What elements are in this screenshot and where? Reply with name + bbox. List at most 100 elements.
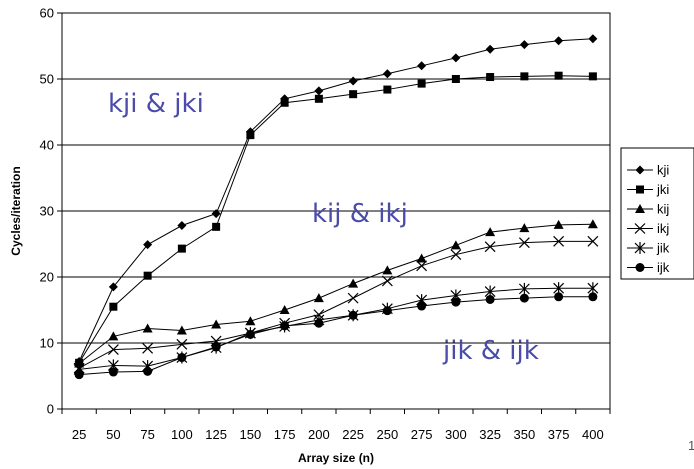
x-tick-label: 225	[342, 427, 364, 442]
legend-item-ikj: ikj	[627, 221, 669, 236]
data-point-kij	[382, 265, 393, 275]
data-point-jik	[587, 282, 599, 295]
legend-label: jki	[656, 182, 669, 197]
data-point-ikj	[518, 237, 530, 249]
y-tick-label: 50	[40, 72, 54, 87]
data-point-jki	[109, 302, 118, 311]
data-point-ijk	[417, 301, 427, 311]
data-point-ijk	[211, 342, 221, 352]
legend-marker-jik	[634, 242, 646, 254]
legend-item-jik: jik	[627, 241, 670, 256]
data-point-kji	[451, 53, 461, 63]
data-point-jik	[518, 282, 530, 295]
data-point-ijk	[554, 292, 564, 302]
data-point-kji	[108, 282, 118, 292]
data-point-ikj	[142, 342, 154, 354]
annotation-label: jik & ijk	[442, 336, 539, 366]
legend: kji jki kij ikj jik ijk	[627, 163, 670, 275]
legend-item-ijk: ijk	[627, 260, 670, 275]
data-point-kji	[314, 86, 324, 96]
series-jki	[75, 71, 597, 367]
data-point-jki	[417, 79, 426, 88]
legend-item-kji: kji	[627, 163, 669, 178]
data-point-kij	[553, 219, 564, 229]
x-tick-label: 125	[205, 427, 227, 442]
data-point-ijk	[314, 318, 324, 328]
data-point-jki	[451, 75, 460, 83]
y-tick-label: 10	[40, 336, 54, 351]
data-point-jki	[314, 94, 323, 103]
y-tick-label: 0	[47, 402, 54, 417]
x-axis-label: Array size (n)	[298, 451, 374, 465]
annotation-label: kij & ikj	[312, 199, 408, 229]
data-point-ikj	[176, 338, 188, 350]
data-point-kji	[211, 209, 221, 219]
data-point-kji	[348, 76, 358, 86]
legend-marker-kji	[635, 165, 645, 175]
series-line-jki	[78, 75, 593, 364]
data-point-ikj	[381, 275, 393, 287]
legend-item-kij: kij	[627, 202, 669, 217]
series-line-jik	[79, 287, 593, 370]
data-point-kij	[485, 227, 496, 237]
legend-marker-kij	[635, 204, 645, 213]
series-line-kji	[78, 38, 593, 362]
legend-marker-ijk	[635, 263, 645, 272]
data-point-jki	[177, 244, 186, 253]
page-number: 1	[688, 438, 694, 453]
data-point-kij	[416, 253, 427, 263]
data-point-jki	[212, 222, 221, 231]
data-point-kij	[211, 319, 222, 329]
x-tick-label: 25	[72, 427, 86, 442]
data-point-kij	[142, 323, 153, 333]
data-point-ijk	[245, 329, 255, 339]
data-point-kji	[554, 36, 564, 46]
legend-marker-ikj	[634, 223, 646, 234]
data-point-ijk	[74, 370, 84, 380]
data-point-jki	[486, 73, 495, 82]
x-tick-label: 75	[140, 427, 154, 442]
series-ijk	[74, 292, 598, 380]
gridlines	[62, 78, 610, 344]
data-point-kij	[245, 316, 256, 326]
data-point-ijk	[143, 366, 153, 376]
data-point-ikj	[484, 241, 496, 253]
y-axis-label: Cycles/iteration	[9, 166, 23, 255]
data-point-ikj	[107, 344, 119, 356]
data-point-kij	[348, 278, 359, 288]
data-point-kij	[587, 219, 598, 229]
x-tick-label: 275	[411, 427, 433, 442]
legend-marker-jki	[636, 185, 644, 194]
data-point-kij	[313, 293, 324, 303]
data-point-jik	[553, 282, 565, 295]
data-point-ijk	[519, 293, 529, 303]
data-point-ijk	[382, 306, 392, 316]
data-point-jki	[383, 85, 392, 94]
series-line-kij	[78, 223, 593, 364]
data-point-jki	[143, 271, 152, 280]
data-point-ikj	[416, 260, 428, 272]
data-point-kij	[450, 240, 461, 250]
data-point-kij	[108, 331, 119, 341]
x-tick-label: 350	[514, 427, 536, 442]
series-line-ijk	[79, 296, 593, 376]
legend-label: ijk	[657, 260, 670, 275]
data-point-kij	[176, 325, 187, 335]
x-tick-label: 150	[240, 427, 262, 442]
data-point-jki	[349, 90, 358, 99]
series-group	[73, 34, 599, 380]
y-axis: 0 10 20 30 40 50 60	[40, 6, 62, 417]
y-tick-label: 30	[40, 204, 54, 219]
data-point-jki	[588, 72, 597, 81]
data-point-kji	[485, 44, 495, 54]
x-tick-label: 50	[106, 427, 120, 442]
data-point-kij	[519, 223, 530, 233]
data-point-kji	[177, 221, 187, 231]
data-point-jki	[246, 131, 255, 140]
data-point-kji	[143, 240, 153, 250]
x-tick-label: 400	[582, 427, 604, 442]
x-tick-label: 325	[479, 427, 501, 442]
data-point-jki	[520, 72, 529, 81]
x-tick-label: 250	[377, 427, 399, 442]
